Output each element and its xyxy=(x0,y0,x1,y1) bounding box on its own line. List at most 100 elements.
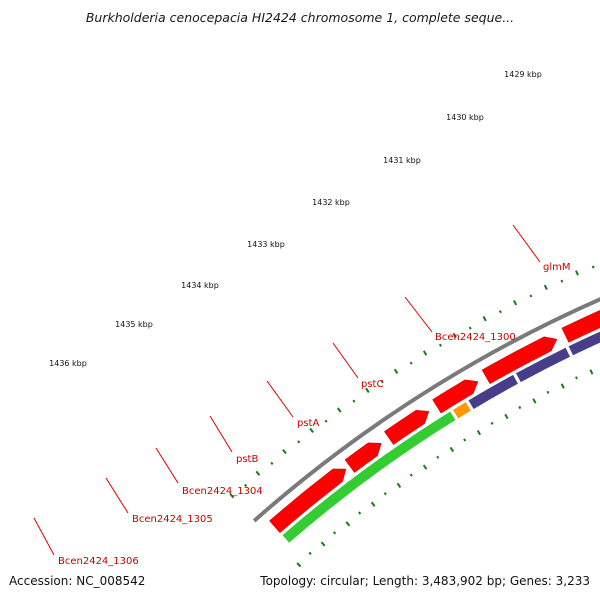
tick-mark-inner xyxy=(396,482,402,488)
tick-mark-outer xyxy=(270,461,274,465)
tick-label: 1429 kbp xyxy=(504,70,542,79)
gene-label-layer: glmM Bcen2424_1300 pstC pstA pstB Bcen2424_13… xyxy=(33,224,571,567)
tick-mark-inner xyxy=(449,446,455,453)
reverse-gene xyxy=(281,410,457,545)
gene-label: Bcen2424_1306 xyxy=(58,556,139,567)
gene-leader-line xyxy=(332,342,359,379)
tick-mark-inner xyxy=(560,383,565,389)
tick-mark-inner xyxy=(490,421,494,425)
tick-mark-outer xyxy=(297,440,301,444)
gene-leader-line xyxy=(155,447,179,484)
tick-mark-outer xyxy=(282,448,287,455)
genes-value: 3,233 xyxy=(555,574,590,588)
tick-mark-outer xyxy=(393,368,399,374)
tick-mark-inner xyxy=(383,492,387,496)
gene-label: Bcen2424_1305 xyxy=(132,514,213,525)
tick-mark-outer xyxy=(591,265,595,269)
reverse-gene xyxy=(567,330,600,357)
tick-mark-outer xyxy=(229,493,235,499)
tick-mark-outer xyxy=(575,270,579,276)
tick-mark-inner xyxy=(546,390,550,394)
tick-mark-inner xyxy=(518,405,522,410)
reverse-gene xyxy=(451,400,473,420)
tick-mark-inner xyxy=(575,376,578,380)
gene-label: pstA xyxy=(297,418,319,429)
tick-mark-inner xyxy=(589,369,594,375)
tick-mark-outer xyxy=(255,470,261,476)
tick-mark-outer xyxy=(422,350,428,356)
tick-label: 1430 kbp xyxy=(446,113,484,122)
forward-gene xyxy=(269,468,347,534)
gene-label: pstB xyxy=(236,454,258,465)
tick-layer: 1429 kbp 1430 kbp 1431 kbp 1432 kbp 1433 kbp… xyxy=(49,70,595,568)
tick-mark-outer xyxy=(309,427,314,434)
tick-mark-outer xyxy=(380,380,384,384)
forward-gene xyxy=(432,379,479,414)
tick-label: 1433 kbp xyxy=(247,240,285,249)
gene-leader-line xyxy=(266,380,294,418)
tick-mark-inner xyxy=(436,455,440,459)
tick-mark-inner xyxy=(308,551,312,555)
forward-gene xyxy=(384,409,430,445)
tick-label: 1436 kbp xyxy=(49,359,87,368)
gene-leader-line xyxy=(209,415,233,453)
tick-mark-outer xyxy=(498,310,502,314)
tick-mark-inner xyxy=(504,413,509,420)
gene-label: Bcen2424_1304 xyxy=(182,486,263,497)
tick-mark-outer xyxy=(560,279,564,283)
topology-label: Topology: xyxy=(260,574,317,588)
tick-mark-outer xyxy=(365,387,370,393)
accession-info: Accession: NC_008542 xyxy=(9,574,145,588)
tick-mark-outer xyxy=(409,361,413,365)
tick-mark-inner xyxy=(409,473,413,477)
tick-mark-outer xyxy=(438,343,442,347)
tick-mark-outer xyxy=(336,407,342,413)
tick-mark-outer xyxy=(529,294,533,298)
reverse-strand-layer xyxy=(281,330,600,545)
tick-mark-inner xyxy=(532,398,537,404)
accession-value: NC_008542 xyxy=(76,574,146,588)
backbone-layer xyxy=(252,297,600,523)
tick-mark-inner xyxy=(370,501,376,507)
tick-mark-inner xyxy=(320,541,326,547)
forward-gene xyxy=(481,336,558,385)
tick-mark-inner xyxy=(463,438,467,442)
gene-label: pstC xyxy=(361,379,383,390)
tick-mark-outer xyxy=(513,299,518,306)
tick-label: 1432 kbp xyxy=(312,198,350,207)
tick-mark-outer xyxy=(352,399,356,403)
tick-mark-outer xyxy=(452,332,457,339)
tick-mark-outer xyxy=(482,316,487,322)
tick-label: 1434 kbp xyxy=(181,281,219,290)
gene-leader-line xyxy=(33,517,55,556)
topology-value: circular; xyxy=(320,574,369,588)
sequence-summary: Topology: circular; Length: 3,483,902 bp… xyxy=(260,574,590,588)
tick-mark-inner xyxy=(345,521,351,527)
length-label: Length: xyxy=(372,574,419,588)
forward-gene xyxy=(561,310,600,343)
tick-mark-inner xyxy=(296,562,302,568)
tick-mark-inner xyxy=(333,531,337,535)
tick-mark-inner xyxy=(358,511,362,515)
tick-mark-outer xyxy=(244,483,248,488)
tick-label: 1431 kbp xyxy=(383,156,421,165)
chromosome-backbone xyxy=(252,297,600,523)
accession-label: Accession: xyxy=(9,574,73,588)
tick-mark-outer xyxy=(468,326,472,330)
reverse-gene xyxy=(467,373,520,411)
gene-label: glmM xyxy=(543,262,571,273)
gene-leader-line xyxy=(512,224,541,263)
map-title: Burkholderia cenocepacia HI2424 chromoso… xyxy=(85,10,515,25)
tick-mark-inner xyxy=(476,429,482,436)
forward-gene xyxy=(344,442,382,473)
tick-mark-outer xyxy=(324,419,328,423)
tick-mark-inner xyxy=(422,464,428,470)
length-value: 3,483,902 bp; xyxy=(421,574,507,588)
gene-leader-line xyxy=(404,296,433,333)
tick-mark-outer xyxy=(543,284,548,291)
gene-label: Bcen2424_1300 xyxy=(435,332,516,343)
gene-leader-line xyxy=(105,477,129,514)
forward-strand-layer xyxy=(269,310,600,534)
reverse-gene xyxy=(514,346,572,384)
